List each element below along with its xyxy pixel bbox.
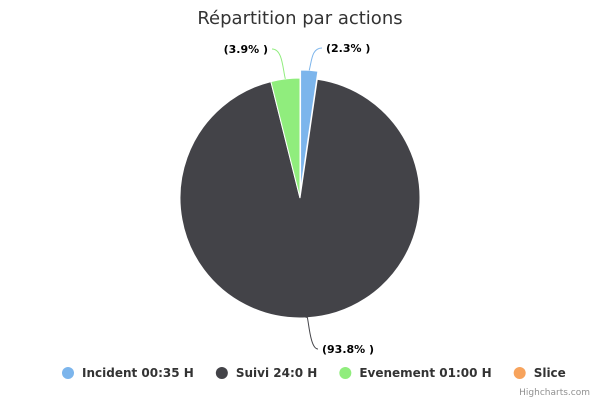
data-label-2: (93.8% ) bbox=[322, 343, 374, 356]
legend-label-4: Slice bbox=[534, 366, 566, 380]
legend-marker-1 bbox=[62, 367, 74, 379]
pie-slices bbox=[179, 69, 421, 319]
legend-item-3[interactable]: Evenement 01:00 H bbox=[339, 366, 492, 380]
legend: Incident 00:35 H Suivi 24:0 H Evenement 01… bbox=[62, 366, 566, 380]
data-label-3: (3.9% ) bbox=[224, 43, 268, 56]
legend-label-3: Evenement 01:00 H bbox=[359, 366, 491, 380]
legend-label-1: Incident 00:35 H bbox=[82, 366, 194, 380]
pie-slice-2[interactable] bbox=[179, 78, 421, 319]
legend-marker-4 bbox=[513, 367, 526, 379]
connector-3 bbox=[271, 48, 286, 80]
connector-1 bbox=[308, 47, 323, 71]
legend-item-1[interactable]: Incident 00:35 H bbox=[62, 366, 194, 380]
label-connectors bbox=[271, 47, 323, 350]
legend-marker-2 bbox=[215, 367, 228, 379]
chart-title: Répartition par actions bbox=[197, 8, 402, 29]
legend-item-2[interactable]: Suivi 24:0 H bbox=[215, 366, 317, 380]
legend-label-2: Suivi 24:0 H bbox=[236, 366, 317, 380]
legend-marker-3 bbox=[339, 367, 352, 379]
data-label-1: (2.3% ) bbox=[326, 42, 370, 55]
legend-item-4[interactable]: Slice bbox=[513, 366, 566, 380]
credits-link[interactable]: Highcharts.com bbox=[519, 388, 590, 398]
data-labels: (2.3% ) (93.8% ) (3.9% ) bbox=[224, 42, 374, 356]
connector-2 bbox=[305, 315, 319, 350]
